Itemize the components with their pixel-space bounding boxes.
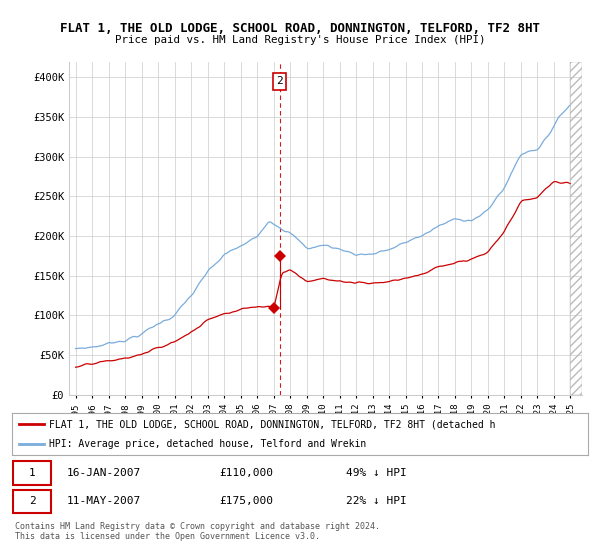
Text: Price paid vs. HM Land Registry's House Price Index (HPI): Price paid vs. HM Land Registry's House … (115, 35, 485, 45)
FancyBboxPatch shape (13, 461, 51, 485)
Text: 16-JAN-2007: 16-JAN-2007 (67, 468, 141, 478)
Text: Contains HM Land Registry data © Crown copyright and database right 2024.
This d: Contains HM Land Registry data © Crown c… (15, 522, 380, 542)
Text: HPI: Average price, detached house, Telford and Wrekin: HPI: Average price, detached house, Telf… (49, 439, 367, 449)
Text: 22% ↓ HPI: 22% ↓ HPI (346, 496, 407, 506)
FancyBboxPatch shape (13, 489, 51, 513)
Text: 49% ↓ HPI: 49% ↓ HPI (346, 468, 407, 478)
Text: 11-MAY-2007: 11-MAY-2007 (67, 496, 141, 506)
Text: £175,000: £175,000 (220, 496, 274, 506)
Text: 1: 1 (29, 468, 35, 478)
Text: 2: 2 (29, 496, 35, 506)
Text: £110,000: £110,000 (220, 468, 274, 478)
Text: FLAT 1, THE OLD LODGE, SCHOOL ROAD, DONNINGTON, TELFORD, TF2 8HT: FLAT 1, THE OLD LODGE, SCHOOL ROAD, DONN… (60, 22, 540, 35)
Text: 2: 2 (276, 76, 283, 86)
Text: FLAT 1, THE OLD LODGE, SCHOOL ROAD, DONNINGTON, TELFORD, TF2 8HT (detached h: FLAT 1, THE OLD LODGE, SCHOOL ROAD, DONN… (49, 419, 496, 429)
